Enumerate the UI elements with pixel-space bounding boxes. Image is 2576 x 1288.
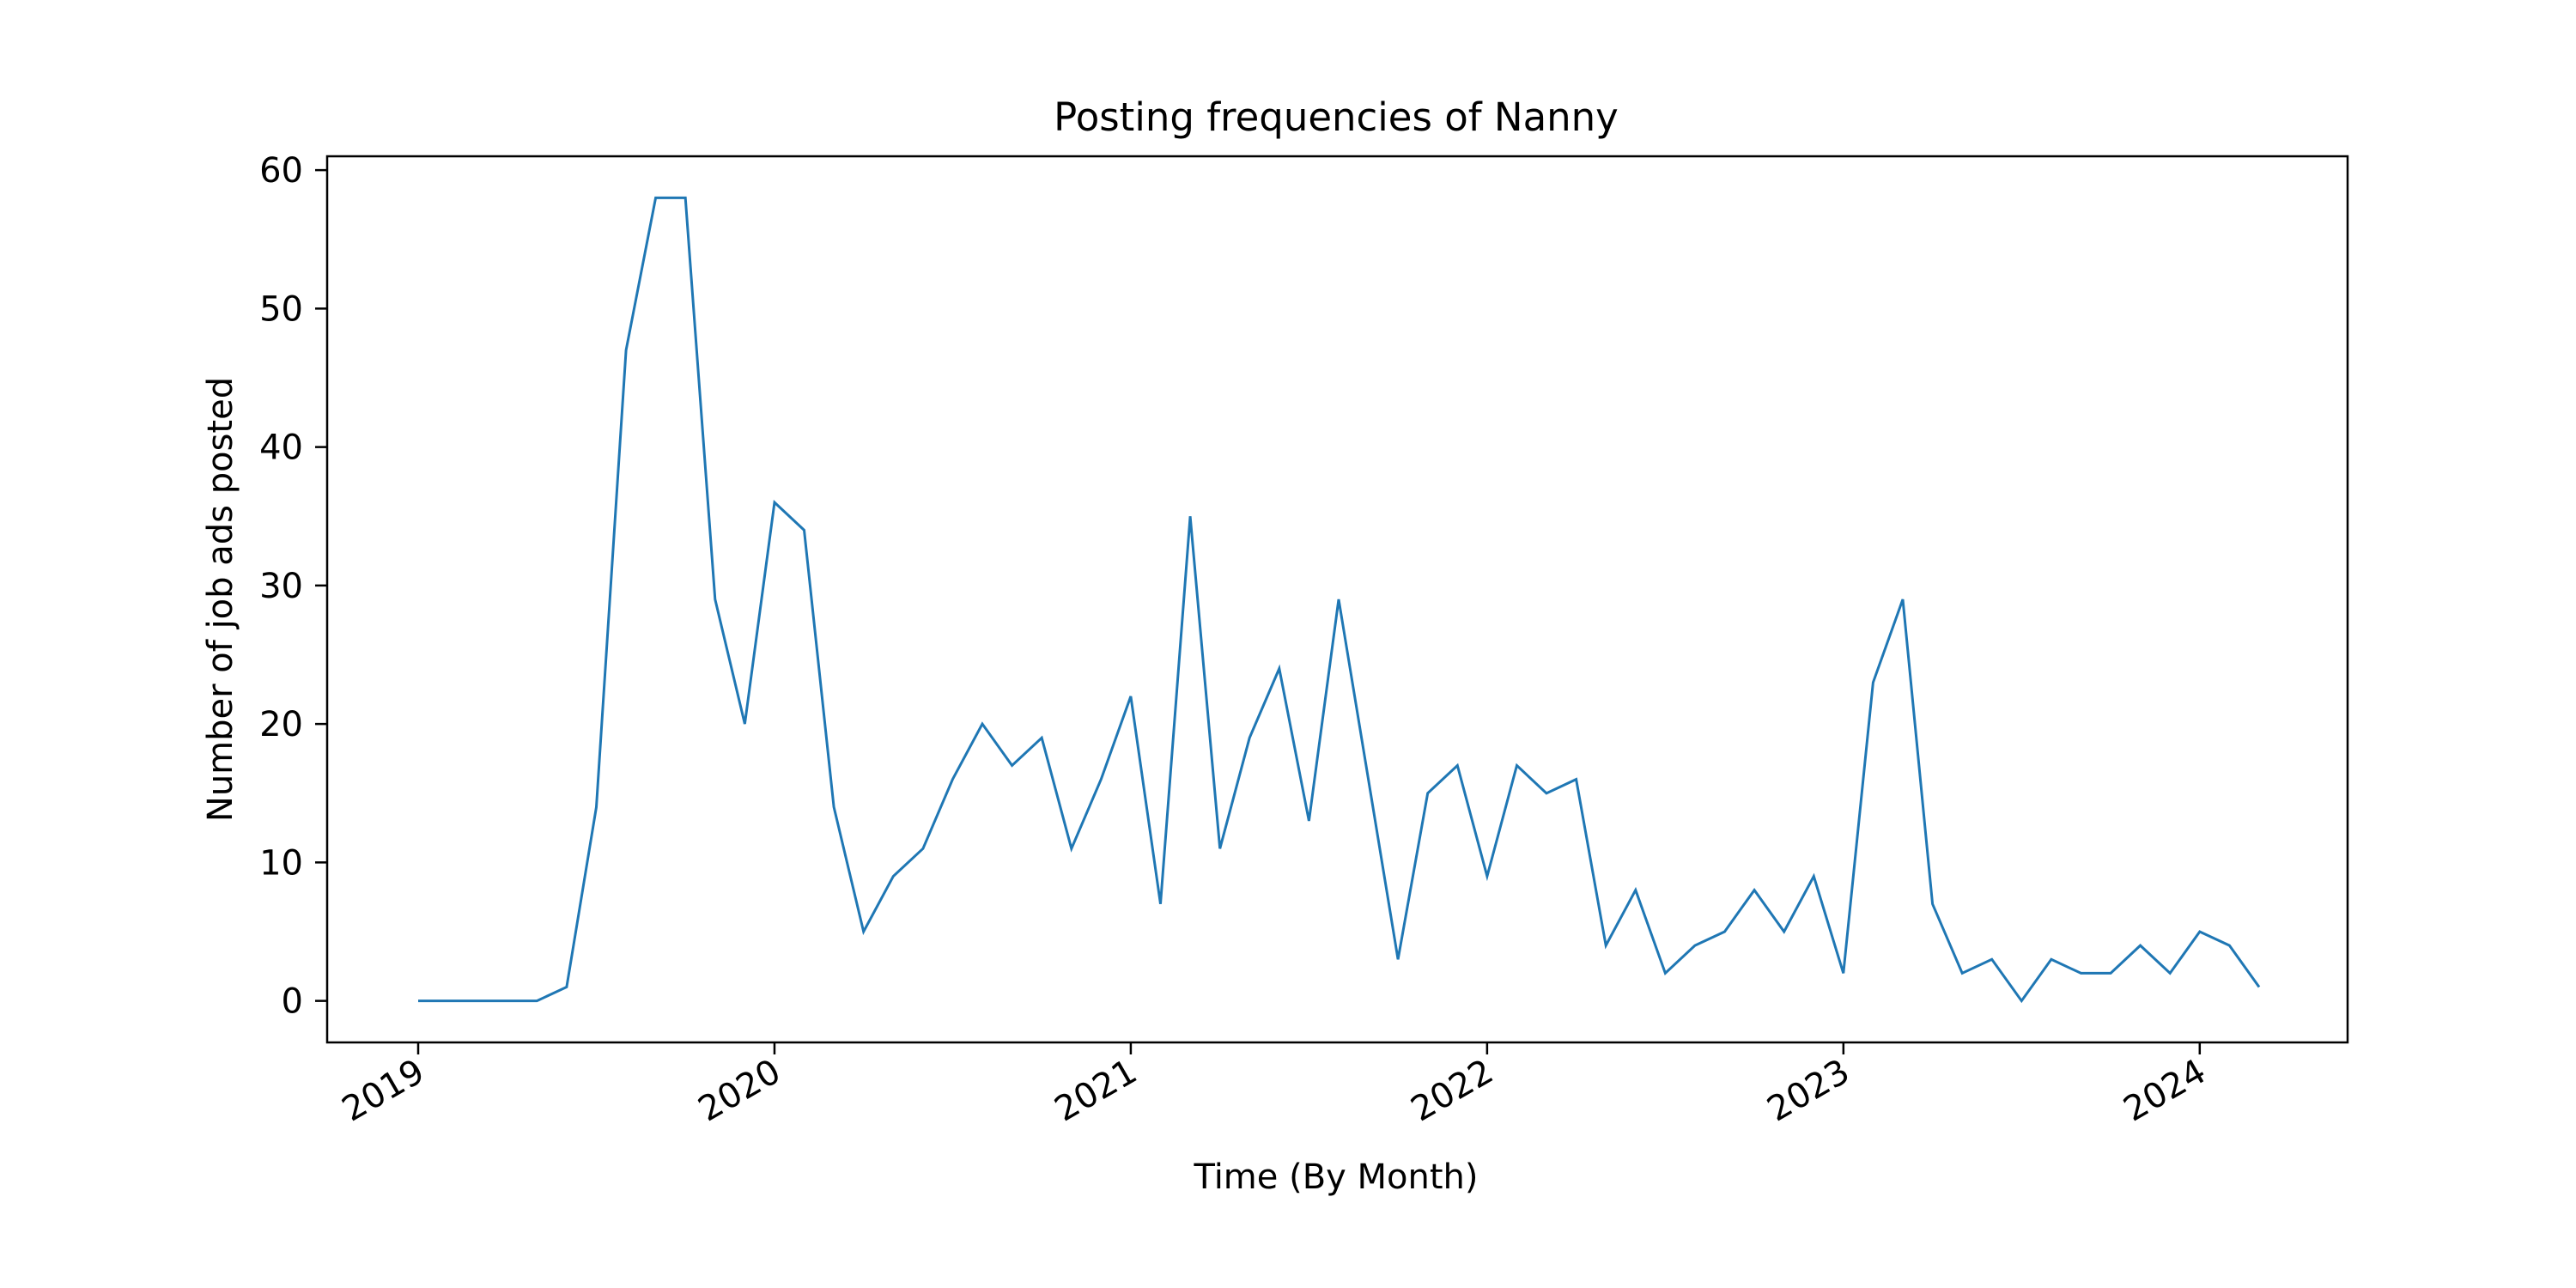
y-tick-label: 10 xyxy=(259,843,303,883)
x-tick-label: 2019 xyxy=(336,1052,431,1130)
y-tick-label: 0 xyxy=(282,982,303,1022)
x-tick-label: 2020 xyxy=(692,1052,787,1130)
x-axis: 2019 2020 2021 2022 2023 2024 xyxy=(336,1042,2213,1130)
y-axis: 0 10 20 30 40 50 60 xyxy=(259,151,327,1022)
plot-area xyxy=(418,196,2261,1004)
x-tick-label: 2024 xyxy=(2117,1052,2213,1130)
x-axis-label: Time (By Month) xyxy=(1193,1157,1478,1197)
x-tick-label: 2022 xyxy=(1405,1052,1500,1130)
plot-frame xyxy=(325,155,2349,1044)
y-tick-label: 50 xyxy=(259,289,303,329)
y-axis-label: Number of job ads posted xyxy=(201,377,240,822)
x-tick-label: 2023 xyxy=(1761,1052,1856,1130)
x-tick-label: 2021 xyxy=(1048,1052,1144,1130)
chart-title: Posting frequencies of Nanny xyxy=(1054,94,1619,140)
y-tick-label: 40 xyxy=(259,428,303,468)
y-tick-label: 20 xyxy=(259,705,303,744)
series-line xyxy=(418,196,2261,1004)
y-tick-label: 30 xyxy=(259,567,303,606)
y-tick-label: 60 xyxy=(259,151,303,191)
